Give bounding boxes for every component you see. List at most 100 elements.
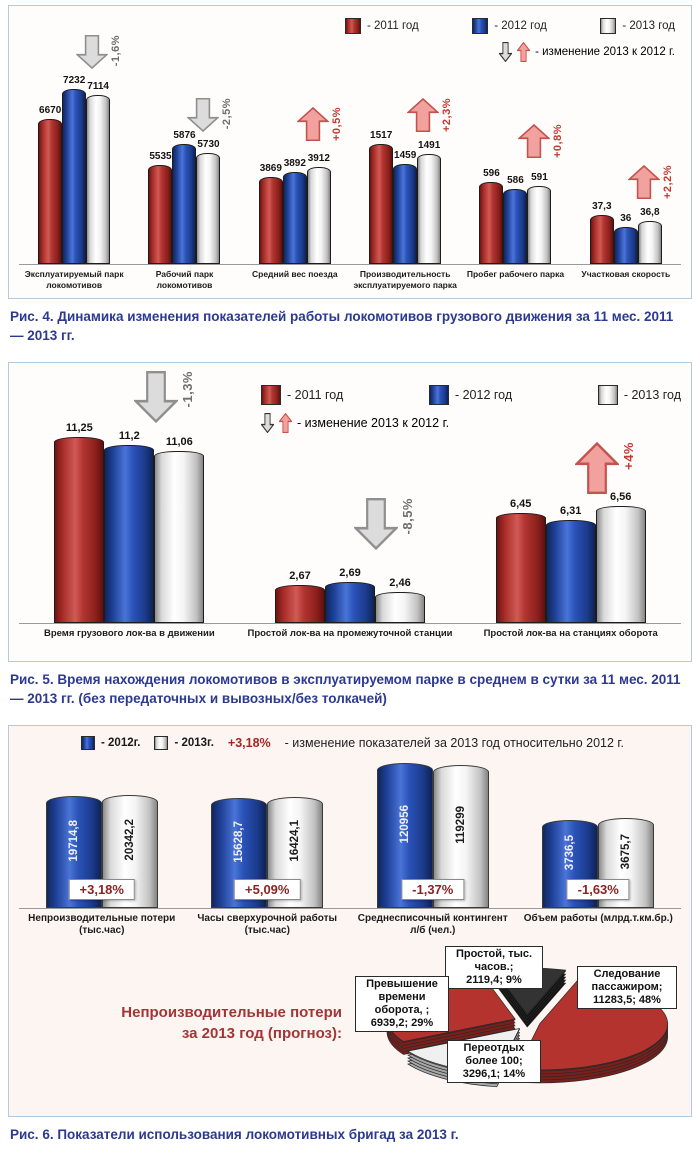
bar-value-label: 1517 <box>370 130 393 141</box>
up-arrow-icon <box>279 412 292 433</box>
chart-group: 5535 5876 5730 -2,5% <box>129 12 239 264</box>
change-badge: -1,63% <box>566 878 630 900</box>
bar-2013 год <box>306 167 331 264</box>
chart-group: 120956 119299 -1,37% <box>350 756 516 908</box>
change-percent-label: -8,5% <box>400 497 416 535</box>
bar-2012 год <box>613 227 638 264</box>
bar-value-label: 3869 <box>259 163 282 174</box>
category-label: Эксплуатируемый парк локомотивов <box>24 269 124 290</box>
bar-2012 год <box>62 89 87 264</box>
category-label: Простой лок-ва на станциях оборота <box>483 627 658 639</box>
bar-value-label: 20342,2 <box>103 804 157 877</box>
legend-item: - 2013 год <box>597 384 681 405</box>
legend-item: - 2013г. <box>154 735 214 750</box>
bar-2011 год <box>479 182 504 264</box>
change-annotation: +2,3% <box>407 98 453 132</box>
bar-value-text: 15628,7 <box>233 820 246 863</box>
legend-change-row: - изменение 2013 к 2012 г. <box>345 42 675 62</box>
bar-2013 год <box>154 450 205 623</box>
bar-2012 год <box>172 144 197 264</box>
change-annotation: +0,8% <box>517 124 564 158</box>
category-label: Участковая скорость <box>581 269 671 279</box>
category-label: Пробег рабочего парка <box>466 269 565 279</box>
bar-value-label: 7232 <box>63 75 86 86</box>
bar-2013 год <box>196 153 221 264</box>
legend-item-label: - 2013г. <box>174 736 214 749</box>
change-annotation: +2,2% <box>628 165 674 199</box>
legend-item: - 2012г. <box>81 735 141 750</box>
legend-item: - 2013 год <box>600 18 675 34</box>
bar-value-text: 16424,1 <box>289 820 302 862</box>
change-percent-label: +2,3% <box>441 98 454 132</box>
bar-2013 год <box>417 154 442 264</box>
bar-value-label: 11,06 <box>165 435 193 448</box>
down-arrow-icon <box>261 412 274 433</box>
bar-value-text: 3675,7 <box>620 833 633 870</box>
bar-value-label: 120956 <box>378 772 432 877</box>
figure6-pie-area: Непроизводительные потери за 2013 год (п… <box>17 944 683 1092</box>
bar-value-label: 15628,7 <box>212 807 266 877</box>
category-label: Производительность эксплуатируемого парк… <box>353 269 457 290</box>
chart-group: 2,67 2,69 2,46 -8,5% <box>240 369 461 623</box>
change-annotation: -1,6% <box>76 35 122 69</box>
figure5-legend: - 2011 год - 2012 год - 2013 год - изменени… <box>261 384 681 433</box>
bar-value-label: 3912 <box>307 153 330 164</box>
category-label: Рабочий парк локомотивов <box>155 269 214 290</box>
figure4-caption: Рис. 4. Динамика изменения показателей р… <box>10 309 674 343</box>
bar-2011 год <box>369 144 394 264</box>
legend-change-label: - изменение показателей за 2013 год отно… <box>284 735 624 750</box>
up-arrow-icon <box>517 124 550 158</box>
bar-value-label: 19714,8 <box>47 805 101 877</box>
bar-value-label: 5876 <box>173 130 196 141</box>
chart-group: 1517 1459 1491 +2,3% <box>350 12 460 264</box>
change-percent-label: +4% <box>621 441 637 470</box>
up-arrow-icon <box>407 98 440 132</box>
legend-item-label: - 2013 год <box>622 20 675 32</box>
bar-2011 год <box>148 165 173 264</box>
bar-2012 год <box>545 519 596 623</box>
change-annotation: -8,5% <box>354 497 416 550</box>
change-percent-label: +0,8% <box>551 124 564 158</box>
change-badge: -1,37% <box>401 878 465 900</box>
legend-item: - 2011 год <box>345 18 419 34</box>
bar-2011 год <box>589 215 614 264</box>
chart-group: 6670 7232 7114 -1,6% <box>19 12 129 264</box>
chart-group: 15628,7 16424,1 +5,09% <box>185 756 351 908</box>
category-label: Объем работы (млрд.т.км.бр.) <box>523 912 673 924</box>
figure6-plot: 19714,8 20342,2 +3,18% 15628,7 16424,1 +5,09%… <box>19 756 681 909</box>
bar-value-label: 36 <box>620 213 632 224</box>
legend-swatch-2013 <box>600 18 617 34</box>
chart-group: 3736,5 3675,7 -1,63% <box>516 756 682 908</box>
down-arrow-icon <box>133 370 178 423</box>
down-arrow-icon <box>76 35 109 69</box>
figure5-plot: 11,25 11,2 11,06 -1,3% 2,67 2,69 2,46 -8,5% 6,45… <box>19 369 681 624</box>
legend-change-label: - изменение 2013 к 2012 г. <box>535 46 675 58</box>
legend-item-label: - 2012 год <box>454 387 513 402</box>
bar-value-label: 2,46 <box>389 576 411 589</box>
category-label: Среднесписочный контингент л/б (чел.) <box>357 912 508 937</box>
bar-2011 год <box>258 177 283 264</box>
category-label: Средний вес поезда <box>252 269 338 279</box>
legend-item-label: - 2012г. <box>101 736 141 749</box>
legend-change-label: - изменение 2013 к 2012 г. <box>297 415 450 430</box>
bar-value-label: 6670 <box>39 105 62 116</box>
bar-2012 год <box>393 164 418 264</box>
bar-value-text: 120956 <box>398 804 411 844</box>
legend-swatch-2013 <box>154 735 169 750</box>
bar-value-label: 3892 <box>283 158 306 169</box>
up-arrow-icon <box>517 42 531 62</box>
pie-slice-label: Превышение времени оборота, ; 6939,2; 29… <box>355 975 449 1033</box>
bar-value-label: 6,45 <box>509 497 532 510</box>
category-label: Непроизводительные потери (тыс.час) <box>28 912 176 937</box>
legend-swatch-2012 <box>472 18 489 34</box>
bar-2013 год <box>527 186 552 264</box>
legend-series-row: - 2011 год - 2012 год - 2013 год <box>345 18 675 34</box>
chart-group: 11,25 11,2 11,06 -1,3% <box>19 369 240 623</box>
chart-group: 6,45 6,31 6,56 +4% <box>460 369 681 623</box>
figure4-legend: - 2011 год - 2012 год - 2013 год - изменени… <box>345 18 675 62</box>
change-badge: +3,18% <box>68 878 135 900</box>
legend-highlight-percent: +3,18% <box>227 735 271 750</box>
chart-group: 19714,8 20342,2 +3,18% <box>19 756 185 908</box>
up-arrow-icon <box>297 107 330 141</box>
pie-title: Непроизводительные потери за 2013 год (п… <box>121 1003 342 1043</box>
